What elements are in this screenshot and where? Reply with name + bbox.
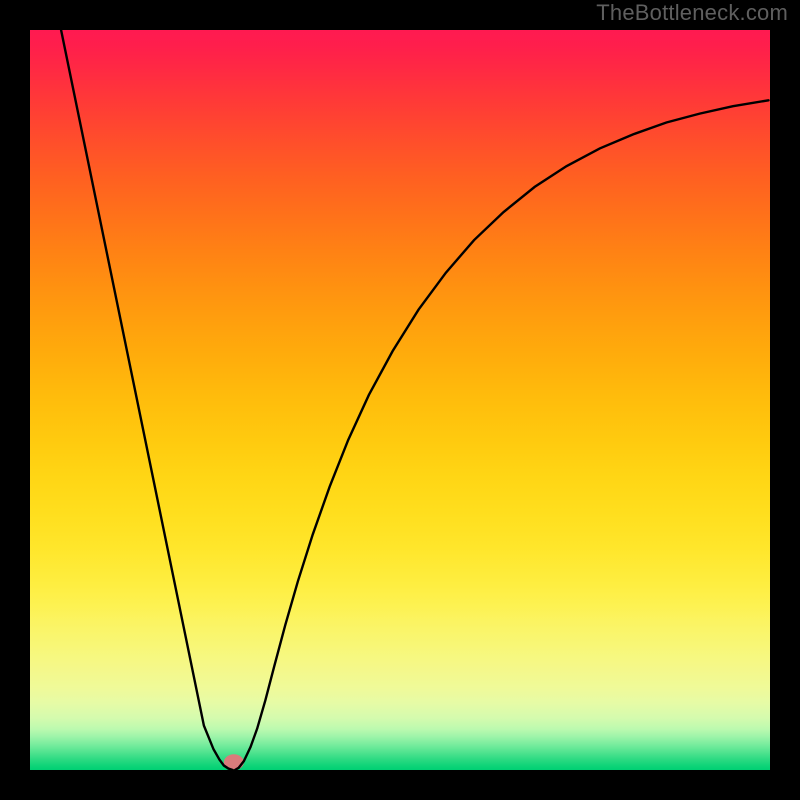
chart-stage: TheBottleneck.com	[0, 0, 800, 800]
gradient-background	[30, 30, 770, 770]
bottleneck-chart	[30, 30, 770, 770]
watermark-text: TheBottleneck.com	[596, 0, 788, 26]
